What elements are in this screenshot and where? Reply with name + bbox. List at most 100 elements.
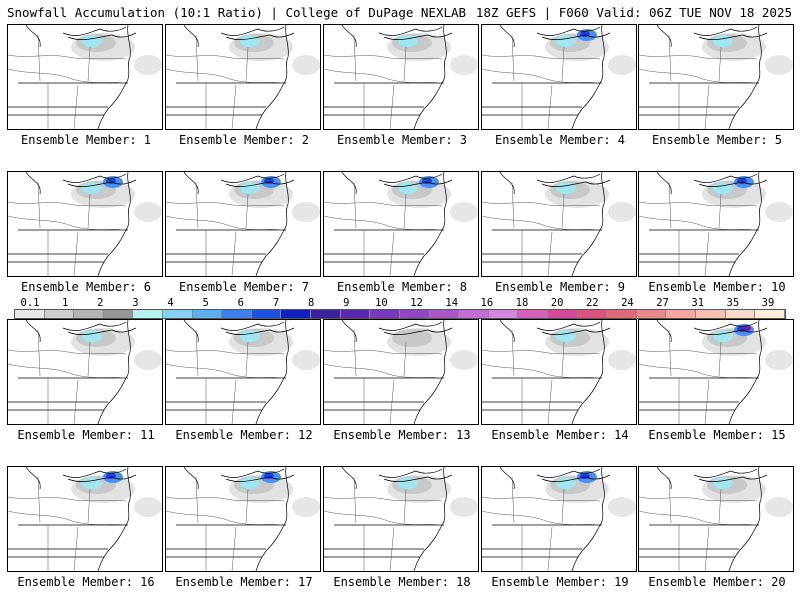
member-label: Ensemble Member: 4 — [494, 133, 626, 147]
snowfall-map — [638, 24, 794, 130]
ensemble-member-panel: Ensemble Member: 15 — [638, 319, 796, 442]
member-label: Ensemble Member: 11 — [17, 428, 155, 442]
colorbar-swatch — [133, 310, 164, 318]
ensemble-member-panel: Ensemble Member: 13 — [323, 319, 481, 442]
member-label: Ensemble Member: 16 — [17, 575, 155, 589]
snowfall-map — [323, 24, 479, 130]
colorbar-swatch — [518, 310, 548, 318]
snowfall-map — [165, 24, 321, 130]
colorbar-swatch — [311, 310, 341, 318]
ensemble-member-panel: Ensemble Member: 11 — [7, 319, 165, 442]
ensemble-member-panel: Ensemble Member: 18 — [323, 466, 481, 589]
snowfall-map — [7, 171, 163, 277]
member-label: Ensemble Member: 17 — [175, 575, 313, 589]
snowfall-map — [323, 171, 479, 277]
snowfall-map — [7, 466, 163, 572]
colorbar-swatch — [696, 310, 726, 318]
colorbar-tick-label: 31 — [691, 297, 705, 309]
colorbar-swatch — [192, 310, 223, 318]
colorbar-swatch — [44, 310, 75, 318]
map-title: Snowfall Accumulation (10:1 Ratio) | Col… — [7, 5, 467, 20]
ensemble-member-panel: Ensemble Member: 3 — [323, 24, 481, 147]
colorbar-swatch — [281, 310, 312, 318]
snowfall-map — [638, 466, 794, 572]
colorbar-tick-label: 22 — [585, 297, 599, 309]
member-label: Ensemble Member: 18 — [333, 575, 471, 589]
colorbar-swatch — [103, 310, 134, 318]
colorbar-swatch — [399, 310, 430, 318]
snowfall-map — [165, 319, 321, 425]
ensemble-member-panel: Ensemble Member: 5 — [638, 24, 796, 147]
colorbar-swatch — [222, 310, 252, 318]
colorbar-tick-label: 1 — [61, 297, 69, 309]
colorbar-swatch — [163, 310, 193, 318]
ensemble-member-panel: Ensemble Member: 20 — [638, 466, 796, 589]
member-label: Ensemble Member: 15 — [648, 428, 786, 442]
colorbar-tick-label: 24 — [621, 297, 634, 309]
colorbar-swatch — [370, 310, 400, 318]
snowfall-map — [7, 24, 163, 130]
colorbar-swatch — [755, 310, 785, 318]
member-label: Ensemble Member: 14 — [491, 428, 629, 442]
snowfall-map — [323, 319, 479, 425]
snowfall-map — [481, 171, 637, 277]
member-label: Ensemble Member: 5 — [651, 133, 783, 147]
colorbar-tick-label: 7 — [272, 297, 280, 309]
snowfall-map — [323, 466, 479, 572]
colorbar-swatch — [636, 310, 667, 318]
ensemble-member-panel: Ensemble Member: 7 — [165, 171, 323, 294]
colorbar-tick-label: 3 — [132, 297, 139, 309]
colorbar-swatch — [666, 310, 697, 318]
member-label: Ensemble Member: 8 — [336, 280, 468, 294]
member-label: Ensemble Member: 6 — [20, 280, 152, 294]
member-label: Ensemble Member: 1 — [20, 133, 152, 147]
ensemble-member-panel: Ensemble Member: 12 — [165, 319, 323, 442]
colorbar-swatch — [15, 310, 45, 318]
colorbar-tick-label: 39 — [761, 297, 775, 309]
colorbar-swatch — [547, 310, 578, 318]
colorbar-tick-label: 0.1 — [20, 297, 40, 309]
member-label: Ensemble Member: 19 — [491, 575, 629, 589]
member-label: Ensemble Member: 10 — [648, 280, 786, 294]
ensemble-member-panel: Ensemble Member: 1 — [7, 24, 165, 147]
member-label: Ensemble Member: 9 — [494, 280, 626, 294]
member-label: Ensemble Member: 3 — [336, 133, 468, 147]
snowfall-map — [481, 24, 637, 130]
member-label: Ensemble Member: 20 — [648, 575, 786, 589]
colorbar-tick-label: 20 — [550, 297, 564, 309]
colorbar-tick-label: 9 — [343, 297, 350, 309]
ensemble-member-panel: Ensemble Member: 10 — [638, 171, 796, 294]
snowfall-map — [165, 171, 321, 277]
colorbar-tick-label: 5 — [202, 297, 209, 309]
snowfall-map — [165, 466, 321, 572]
ensemble-member-panel: Ensemble Member: 14 — [481, 319, 639, 442]
colorbar-swatch — [251, 310, 282, 318]
colorbar-swatch — [577, 310, 608, 318]
ensemble-member-panel: Ensemble Member: 2 — [165, 24, 323, 147]
member-label: Ensemble Member: 12 — [175, 428, 313, 442]
colorbar-tick-label: 27 — [656, 297, 669, 309]
colorbar-swatch — [488, 310, 519, 318]
colorbar-tick-label: 12 — [410, 297, 423, 309]
member-label: Ensemble Member: 2 — [178, 133, 310, 147]
ensemble-member-panel: Ensemble Member: 8 — [323, 171, 481, 294]
colorbar-tick-label: 14 — [445, 297, 459, 309]
colorbar-swatch — [340, 310, 371, 318]
ensemble-member-panel: Ensemble Member: 16 — [7, 466, 165, 589]
colorbar-swatch — [725, 310, 756, 318]
colorbar-swatch — [607, 310, 637, 318]
colorbar-tick-label: 18 — [515, 297, 529, 309]
colorbar-tick-label: 10 — [375, 297, 388, 309]
run-info: 18Z GEFS | F060 Valid: 06Z TUE NOV 18 20… — [475, 5, 792, 20]
ensemble-member-panel: Ensemble Member: 6 — [7, 171, 165, 294]
colorbar-tick-label: 6 — [237, 297, 245, 309]
ensemble-member-panel: Ensemble Member: 17 — [165, 466, 323, 589]
colorbar-swatch — [74, 310, 104, 318]
colorbar-tick-label: 2 — [97, 297, 104, 309]
colorbar-swatch — [429, 310, 460, 318]
snowfall-map — [638, 171, 794, 277]
colorbar-tick-label: 8 — [307, 297, 315, 309]
colorbar-tick-label: 35 — [726, 297, 740, 309]
snowfall-map — [481, 466, 637, 572]
member-label: Ensemble Member: 7 — [178, 280, 310, 294]
